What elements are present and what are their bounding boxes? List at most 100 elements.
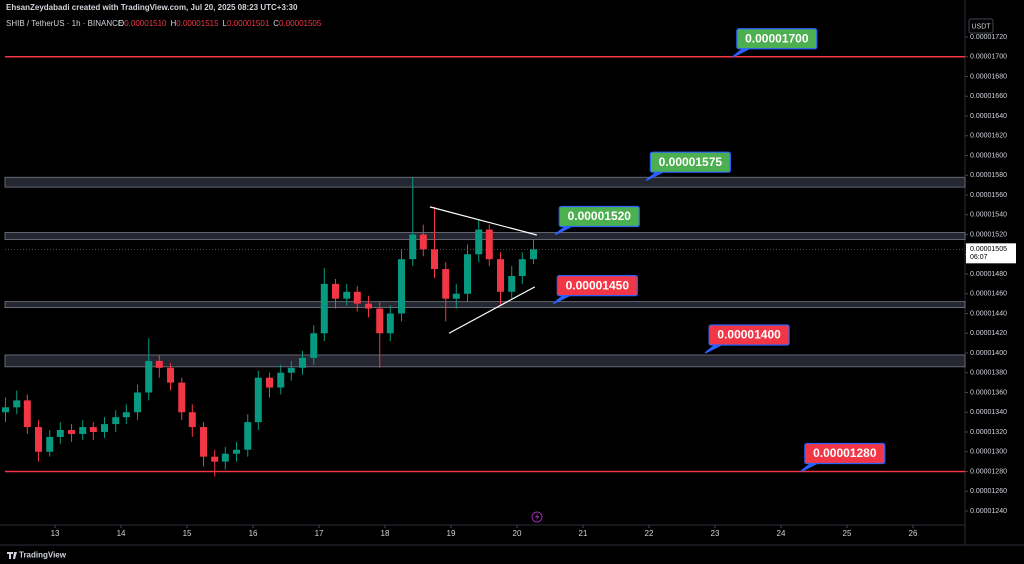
y-tick-label: 0.00001560 <box>970 192 1007 199</box>
brand: TradingView <box>19 551 67 560</box>
candle-body <box>475 229 483 255</box>
y-tick-label: 0.00001540 <box>970 212 1007 219</box>
currency[interactable]: USDT <box>971 23 991 30</box>
event-icon-bolt <box>535 513 540 521</box>
y-tick-label: 0.00001400 <box>970 350 1007 357</box>
candle-body <box>287 367 295 373</box>
candle-body <box>23 400 31 428</box>
candle-body <box>376 308 384 334</box>
event-icon[interactable] <box>531 511 543 523</box>
candle-body <box>497 259 505 292</box>
trendline <box>448 286 536 334</box>
ohlc-value: 0.00001505 <box>279 19 322 28</box>
price-axis-panel <box>965 0 1024 545</box>
y-tick-label: 0.00001680 <box>970 73 1007 80</box>
x-tick-label: 23 <box>711 529 720 538</box>
candle-body <box>442 269 450 299</box>
ohlc-key: O <box>118 19 124 28</box>
y-tick-label: 0.00001660 <box>970 93 1007 100</box>
y-tick-label: 0.00001580 <box>970 172 1007 179</box>
candle-body <box>277 372 285 388</box>
candle-body <box>409 234 417 260</box>
attribution: EhsanZeydabadi created with TradingView.… <box>6 3 298 12</box>
candle-body <box>320 283 328 334</box>
candle-body <box>266 377 274 388</box>
y-tick-label: 0.00001240 <box>970 508 1007 515</box>
y-tick-label: 0.00001460 <box>970 291 1007 298</box>
x-tick-label: 19 <box>447 529 456 538</box>
ohlc-value: 0.00001510 <box>124 19 167 28</box>
trendline <box>429 206 537 236</box>
candle-body <box>89 427 97 432</box>
ohlc-value: 0.00001515 <box>176 19 219 28</box>
x-tick-label: 17 <box>315 529 324 538</box>
y-tick-label: 0.00001380 <box>970 370 1007 377</box>
y-tick-label: 0.00001280 <box>970 468 1007 475</box>
ohlc-key: H <box>171 19 177 28</box>
y-tick-label: 0.00001520 <box>970 231 1007 238</box>
candle-body <box>68 430 76 434</box>
candle-body <box>13 400 21 408</box>
candle-body <box>79 427 87 434</box>
candle-body <box>353 291 361 304</box>
candle-body <box>145 360 153 393</box>
candle-body <box>46 436 54 452</box>
callout-label: 0.00001700 <box>745 31 809 45</box>
ohlc-key: C <box>273 19 279 28</box>
candle-body <box>518 259 526 276</box>
symbol: SHIB / TetherUS · 1h · BINANCE <box>6 19 123 28</box>
currency-box[interactable] <box>968 18 994 34</box>
x-tick-label: 20 <box>513 529 522 538</box>
candle-body <box>112 417 120 425</box>
y-tick-label: 0.00001420 <box>970 330 1007 337</box>
candle-body <box>188 412 196 428</box>
candle-body <box>167 367 175 383</box>
x-tick-label: 21 <box>579 529 588 538</box>
candle-body <box>56 430 64 437</box>
candle-body <box>122 412 130 418</box>
x-tick-label: 22 <box>645 529 654 538</box>
y-tick-label: 0.00001700 <box>970 54 1007 61</box>
callout-box <box>708 324 790 346</box>
callout-pointer <box>732 48 750 58</box>
y-tick-label: 0.00001320 <box>970 429 1007 436</box>
x-tick-label: 16 <box>249 529 258 538</box>
y-tick-label: 0.00001620 <box>970 133 1007 140</box>
zone <box>4 354 966 368</box>
y-tick-label: 0.00001640 <box>970 113 1007 120</box>
candle-body <box>221 453 229 462</box>
last-price-box <box>966 243 1016 264</box>
candle-body <box>310 333 318 358</box>
x-tick-label: 13 <box>51 529 60 538</box>
brand-logo <box>7 552 17 559</box>
candle-body <box>386 313 394 334</box>
callout-label: 0.00001575 <box>659 155 723 169</box>
candle-body <box>508 275 516 292</box>
candle-body <box>431 249 439 270</box>
ohlc-key: L <box>223 19 228 28</box>
candle-body <box>2 407 10 413</box>
candle-body <box>452 293 460 299</box>
candle-body <box>530 249 538 260</box>
callout-label: 0.00001520 <box>568 209 632 223</box>
candle-body <box>254 377 262 423</box>
candle-body <box>332 283 340 299</box>
y-tick-label: 0.00001720 <box>970 34 1007 41</box>
x-tick-label: 25 <box>843 529 852 538</box>
x-tick-label: 15 <box>183 529 192 538</box>
candle-body <box>211 456 219 462</box>
y-tick-label: 0.00001260 <box>970 488 1007 495</box>
candle-body <box>134 392 142 413</box>
callout-box <box>736 28 818 50</box>
zone <box>4 301 966 308</box>
callout-box <box>556 275 638 297</box>
y-tick-label: 0.00001440 <box>970 310 1007 317</box>
candle-body <box>244 422 252 450</box>
candle-body <box>464 254 472 294</box>
y-tick-label: 0.00001360 <box>970 389 1007 396</box>
candle-body <box>485 229 493 260</box>
callout-box <box>804 442 886 465</box>
candle-body <box>299 357 307 368</box>
callout-box <box>558 205 640 228</box>
x-tick-label: 26 <box>909 529 918 538</box>
